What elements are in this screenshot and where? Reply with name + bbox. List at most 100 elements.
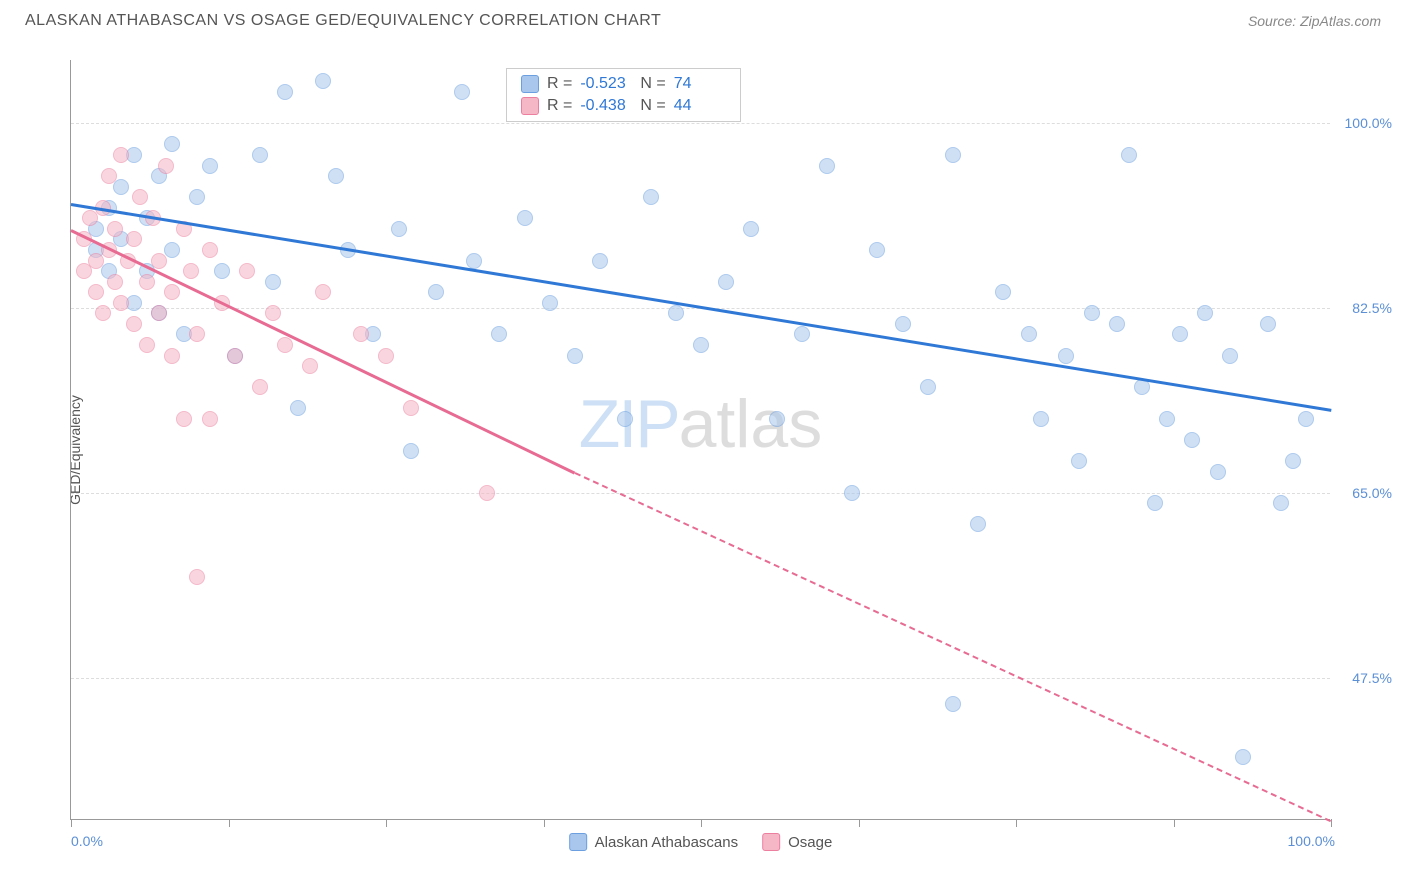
- stats-row: R =-0.523 N =74: [521, 73, 726, 95]
- gridline: [71, 678, 1330, 679]
- data-point: [1109, 316, 1125, 332]
- data-point: [107, 221, 123, 237]
- data-point: [454, 84, 470, 100]
- data-point: [945, 696, 961, 712]
- data-point: [126, 316, 142, 332]
- x-label-min: 0.0%: [71, 833, 103, 849]
- x-tick: [1174, 819, 1175, 827]
- x-tick: [544, 819, 545, 827]
- data-point: [164, 348, 180, 364]
- data-point: [693, 337, 709, 353]
- data-point: [517, 210, 533, 226]
- data-point: [1021, 326, 1037, 342]
- watermark: ZIPatlas: [579, 385, 822, 463]
- data-point: [491, 326, 507, 342]
- data-point: [315, 73, 331, 89]
- data-point: [202, 242, 218, 258]
- x-tick: [701, 819, 702, 827]
- data-point: [164, 242, 180, 258]
- y-tick-label: 65.0%: [1352, 485, 1392, 501]
- data-point: [107, 274, 123, 290]
- chart-title: ALASKAN ATHABASCAN VS OSAGE GED/EQUIVALE…: [25, 12, 661, 30]
- data-point: [1121, 147, 1137, 163]
- x-tick: [229, 819, 230, 827]
- data-point: [265, 305, 281, 321]
- legend-swatch: [569, 833, 587, 851]
- data-point: [290, 400, 306, 416]
- data-point: [132, 189, 148, 205]
- data-point: [139, 274, 155, 290]
- data-point: [1222, 348, 1238, 364]
- data-point: [113, 295, 129, 311]
- x-tick: [386, 819, 387, 827]
- data-point: [995, 284, 1011, 300]
- data-point: [151, 305, 167, 321]
- stats-box: R =-0.523 N =74R =-0.438 N =44: [506, 68, 741, 122]
- data-point: [718, 274, 734, 290]
- data-point: [668, 305, 684, 321]
- data-point: [202, 158, 218, 174]
- header-bar: ALASKAN ATHABASCAN VS OSAGE GED/EQUIVALE…: [0, 0, 1406, 38]
- data-point: [1273, 495, 1289, 511]
- data-point: [183, 263, 199, 279]
- data-point: [189, 569, 205, 585]
- r-value: -0.523: [580, 75, 632, 93]
- data-point: [189, 189, 205, 205]
- data-point: [176, 411, 192, 427]
- data-point: [592, 253, 608, 269]
- n-label: N =: [640, 75, 665, 93]
- data-point: [277, 337, 293, 353]
- legend-item: Alaskan Athabascans: [569, 833, 738, 851]
- legend-label: Alaskan Athabascans: [595, 834, 738, 851]
- data-point: [1285, 453, 1301, 469]
- data-point: [265, 274, 281, 290]
- legend-label: Osage: [788, 834, 832, 851]
- y-tick-label: 47.5%: [1352, 670, 1392, 686]
- trendline-extrapolated: [575, 472, 1332, 822]
- data-point: [403, 443, 419, 459]
- data-point: [1159, 411, 1175, 427]
- data-point: [391, 221, 407, 237]
- data-point: [1260, 316, 1276, 332]
- data-point: [1058, 348, 1074, 364]
- data-point: [88, 284, 104, 300]
- data-point: [158, 158, 174, 174]
- legend: Alaskan Athabascans Osage: [569, 833, 833, 851]
- series-swatch: [521, 97, 539, 115]
- data-point: [239, 263, 255, 279]
- r-label: R =: [547, 97, 572, 115]
- data-point: [164, 136, 180, 152]
- data-point: [113, 147, 129, 163]
- data-point: [302, 358, 318, 374]
- n-value: 74: [674, 75, 726, 93]
- data-point: [1197, 305, 1213, 321]
- data-point: [1298, 411, 1314, 427]
- plot-area: ZIPatlas 100.0%82.5%65.0%47.5%0.0%100.0%…: [70, 60, 1330, 820]
- data-point: [479, 485, 495, 501]
- data-point: [113, 179, 129, 195]
- n-label: N =: [640, 97, 665, 115]
- data-point: [403, 400, 419, 416]
- data-point: [643, 189, 659, 205]
- data-point: [970, 516, 986, 532]
- r-value: -0.438: [580, 97, 632, 115]
- data-point: [101, 168, 117, 184]
- data-point: [252, 379, 268, 395]
- data-point: [617, 411, 633, 427]
- data-point: [869, 242, 885, 258]
- data-point: [1184, 432, 1200, 448]
- data-point: [151, 253, 167, 269]
- data-point: [126, 231, 142, 247]
- gridline: [71, 493, 1330, 494]
- data-point: [466, 253, 482, 269]
- data-point: [378, 348, 394, 364]
- data-point: [353, 326, 369, 342]
- data-point: [95, 305, 111, 321]
- data-point: [920, 379, 936, 395]
- data-point: [1172, 326, 1188, 342]
- data-point: [214, 263, 230, 279]
- watermark-atlas: atlas: [679, 386, 823, 462]
- data-point: [844, 485, 860, 501]
- data-point: [794, 326, 810, 342]
- data-point: [542, 295, 558, 311]
